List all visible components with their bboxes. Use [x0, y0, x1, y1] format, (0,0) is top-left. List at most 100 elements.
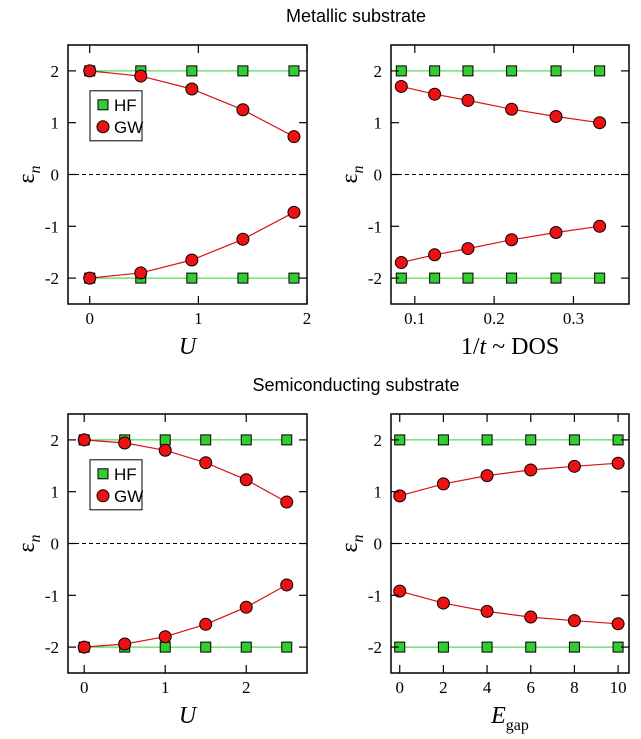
- data-point-gw: [83, 271, 97, 285]
- x-tick-label: 0: [85, 309, 94, 328]
- data-point-hf: [437, 641, 449, 653]
- data-point-hf: [186, 272, 198, 284]
- data-point-gw: [549, 109, 563, 123]
- y-tick-label: 2: [374, 62, 383, 81]
- data-point-hf: [550, 65, 562, 77]
- legend-label-hf: HF: [114, 96, 137, 115]
- data-point-gw: [593, 116, 607, 130]
- data-point-gw: [480, 469, 494, 483]
- data-point-hf: [594, 272, 606, 284]
- data-point-hf: [506, 272, 518, 284]
- y-axis-label: εn: [337, 534, 367, 552]
- data-point-hf: [568, 434, 580, 446]
- data-point-gw: [77, 433, 91, 447]
- y-axis-label-subscript: n: [350, 534, 367, 542]
- data-point-gw: [287, 205, 301, 219]
- legend-marker-gw: [96, 120, 110, 134]
- data-point-gw: [83, 64, 97, 78]
- y-axis-label-main: ε: [14, 542, 40, 552]
- data-point-hf: [240, 434, 252, 446]
- legend-marker-gw: [96, 489, 110, 503]
- section-title-metallic: Metallic substrate: [286, 6, 426, 26]
- data-point-gw: [393, 584, 407, 598]
- data-point-hf: [200, 434, 212, 446]
- x-axis-label: U: [179, 334, 198, 360]
- data-point-gw: [394, 256, 408, 270]
- legend-marker-hf: [97, 99, 109, 111]
- data-point-hf: [159, 434, 171, 446]
- data-point-hf: [429, 272, 441, 284]
- data-point-gw: [480, 604, 494, 618]
- x-tick-label: 2: [439, 678, 448, 697]
- y-axis-label-subscript: n: [350, 165, 367, 173]
- y-axis-label-subscript: n: [27, 534, 44, 542]
- section-title-semiconducting: Semiconducting substrate: [252, 375, 459, 395]
- chart-panel-1: 0 1 2 -2 -1 0 1 2 εn U HF GW: [14, 44, 311, 360]
- chart-panel-3: 0 1 2 -2 -1 0 1 2 εn U HF GW: [14, 413, 308, 729]
- series-line-gw: [399, 590, 619, 625]
- data-point-hf: [525, 641, 537, 653]
- y-tick-label: -1: [45, 586, 59, 605]
- series-line-gw: [84, 584, 287, 648]
- data-point-gw: [549, 226, 563, 240]
- data-point-gw: [118, 436, 132, 450]
- data-point-gw: [394, 79, 408, 93]
- data-point-gw: [287, 130, 301, 144]
- x-axis-label-part: t: [480, 334, 488, 360]
- data-point-hf: [481, 434, 493, 446]
- y-tick-label: -2: [368, 638, 382, 657]
- data-point-hf: [281, 641, 293, 653]
- x-axis-label-subscript: gap: [506, 717, 529, 734]
- data-point-gw: [199, 617, 213, 631]
- data-point-gw: [280, 578, 294, 592]
- data-point-gw: [436, 477, 450, 491]
- data-point-gw: [428, 87, 442, 101]
- x-axis-label: Egap: [490, 703, 529, 734]
- legend: HF GW: [89, 459, 143, 511]
- y-tick-label: -1: [368, 586, 382, 605]
- data-point-gw: [611, 617, 625, 631]
- data-point-gw: [134, 266, 148, 280]
- y-tick-label: 0: [374, 166, 383, 185]
- series-line-gw: [89, 211, 295, 279]
- data-point-gw: [611, 456, 625, 470]
- data-point-hf: [281, 434, 293, 446]
- x-tick-label: 0.1: [404, 309, 425, 328]
- x-tick-label: 6: [526, 678, 535, 697]
- y-tick-label: 1: [51, 114, 60, 133]
- data-point-gw: [567, 459, 581, 473]
- series-line-gw: [84, 439, 287, 503]
- x-axis-label: U: [179, 703, 198, 729]
- x-tick-label: 4: [483, 678, 492, 697]
- y-tick-label: 1: [374, 114, 383, 133]
- x-tick-label: 0: [395, 678, 404, 697]
- data-point-gw: [185, 253, 199, 267]
- data-point-hf: [506, 65, 518, 77]
- y-tick-label: -1: [368, 217, 382, 236]
- x-tick-label: 0: [80, 678, 89, 697]
- y-tick-label: -2: [45, 638, 59, 657]
- legend-label-gw: GW: [114, 118, 143, 137]
- x-axis-label-part: ~ DOS: [486, 334, 559, 360]
- data-point-hf: [200, 641, 212, 653]
- y-tick-label: 2: [51, 62, 60, 81]
- data-point-gw: [505, 102, 519, 116]
- y-axis-label-main: ε: [14, 173, 40, 183]
- y-axis-label-subscript: n: [27, 165, 44, 173]
- data-point-hf: [288, 272, 300, 284]
- chart-panel-4: 0 2 4 6 8 10 -2 -1 0 1 2 εn Egap: [337, 413, 630, 734]
- data-point-hf: [237, 272, 249, 284]
- data-point-hf: [594, 65, 606, 77]
- data-point-gw: [158, 630, 172, 644]
- data-point-hf: [237, 65, 249, 77]
- data-point-hf: [240, 641, 252, 653]
- y-tick-label: 2: [51, 431, 60, 450]
- y-tick-label: 1: [374, 483, 383, 502]
- y-tick-label: 0: [51, 535, 60, 554]
- x-tick-label: 10: [610, 678, 627, 697]
- data-point-gw: [524, 463, 538, 477]
- data-point-gw: [505, 233, 519, 247]
- data-point-hf: [186, 65, 198, 77]
- legend-marker-hf: [97, 468, 109, 480]
